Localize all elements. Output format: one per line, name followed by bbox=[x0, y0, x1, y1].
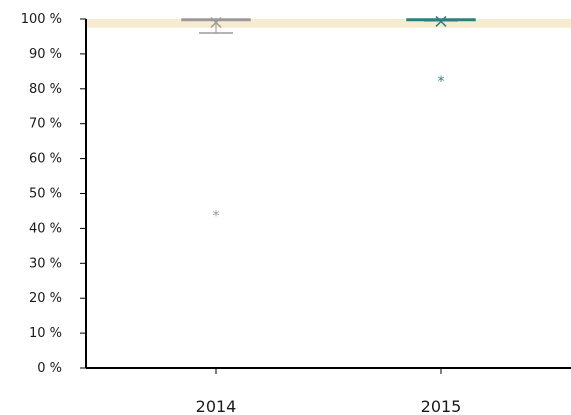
y-tick-label-10: 10 % bbox=[29, 326, 62, 341]
y-tick-label-70: 70 % bbox=[29, 117, 62, 132]
outlier-2014-0: * bbox=[213, 208, 220, 224]
y-tick-label-50: 50 % bbox=[29, 187, 62, 202]
axes bbox=[80, 18, 571, 374]
label-layer: 0 % 10 % 20 % 30 % 40 % 50 % 60 % 70 % 80 % 90 % 1… bbox=[21, 12, 462, 415]
y-tick-label-30: 30 % bbox=[29, 256, 62, 271]
y-tick-label-100: 100 % bbox=[21, 12, 62, 27]
box-group-2014: * bbox=[181, 16, 251, 224]
x-tick-label-2014: 2014 bbox=[196, 397, 237, 415]
y-tick-label-60: 60 % bbox=[29, 152, 62, 167]
outlier-2015-0: * bbox=[438, 74, 445, 90]
target-band bbox=[86, 19, 571, 28]
box-group-2015: * bbox=[406, 15, 476, 90]
target-band-layer bbox=[86, 19, 571, 28]
y-tick-label-0: 0 % bbox=[37, 361, 62, 376]
box-layer: ** bbox=[181, 15, 476, 224]
x-tick-label-2015: 2015 bbox=[421, 397, 462, 415]
mean-marker-b-2014 bbox=[210, 16, 222, 29]
y-tick-label-40: 40 % bbox=[29, 221, 62, 236]
y-tick-label-80: 80 % bbox=[29, 82, 62, 97]
mean-marker-b-2015 bbox=[435, 15, 447, 27]
y-tick-label-20: 20 % bbox=[29, 291, 62, 306]
y-tick-label-90: 90 % bbox=[29, 47, 62, 62]
